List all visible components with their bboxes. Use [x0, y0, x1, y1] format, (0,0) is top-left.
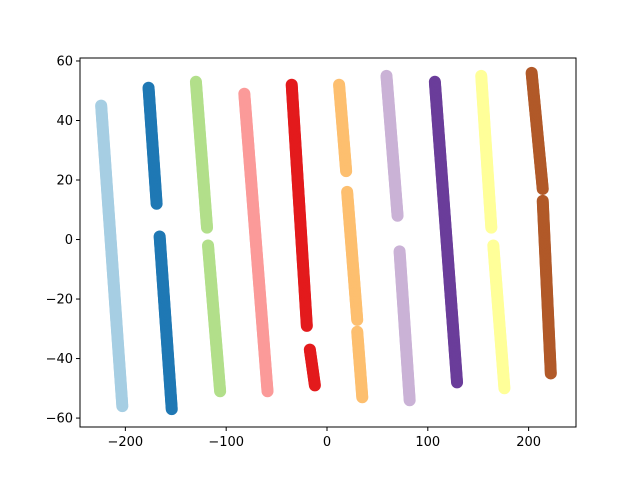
x-tick-label: −200 [108, 435, 144, 450]
x-tick-label: 100 [415, 435, 440, 450]
scatter-point [536, 182, 549, 195]
series-9 [475, 69, 511, 395]
scatter-point [340, 165, 353, 178]
scatter-point [300, 319, 313, 332]
scatter-point [201, 221, 214, 234]
x-tick-label: −100 [208, 435, 244, 450]
scatter-point [165, 403, 178, 416]
x-tick-label: 0 [323, 435, 331, 450]
y-tick-label: −60 [46, 412, 73, 427]
scatter-point [150, 197, 163, 210]
series-1 [95, 99, 129, 413]
scatter-point [214, 385, 227, 398]
scatter-point [116, 400, 129, 413]
scatter-point [351, 313, 364, 326]
scatter-point [451, 376, 464, 389]
y-tick-label: −20 [46, 293, 73, 308]
series-10 [525, 66, 557, 380]
y-tick-label: 0 [65, 233, 73, 248]
scatter-point [498, 382, 511, 395]
y-tick-label: −40 [46, 352, 73, 367]
series-5 [285, 78, 321, 392]
y-axis: −60 −40 −20 0 20 40 60 [46, 54, 80, 427]
x-tick-label: 200 [516, 435, 541, 450]
series-8 [428, 75, 464, 389]
series-3 [189, 75, 227, 398]
scatter-point [391, 209, 404, 222]
scatter-point [403, 394, 416, 407]
y-tick-label: 60 [56, 54, 73, 69]
series-7 [380, 69, 416, 407]
series-6 [333, 78, 369, 404]
y-tick-label: 40 [56, 114, 73, 129]
scatter-point [308, 379, 321, 392]
scatter-point [356, 391, 369, 404]
x-axis: −200 −100 0 100 200 [108, 427, 541, 450]
series-4 [238, 87, 274, 398]
series-2 [142, 81, 178, 416]
scatter-point [261, 385, 274, 398]
scatter-point [485, 221, 498, 234]
plot-frame [79, 57, 577, 428]
scatter-point [544, 367, 557, 380]
plot-marks [95, 66, 557, 416]
y-tick-label: 20 [56, 174, 73, 189]
